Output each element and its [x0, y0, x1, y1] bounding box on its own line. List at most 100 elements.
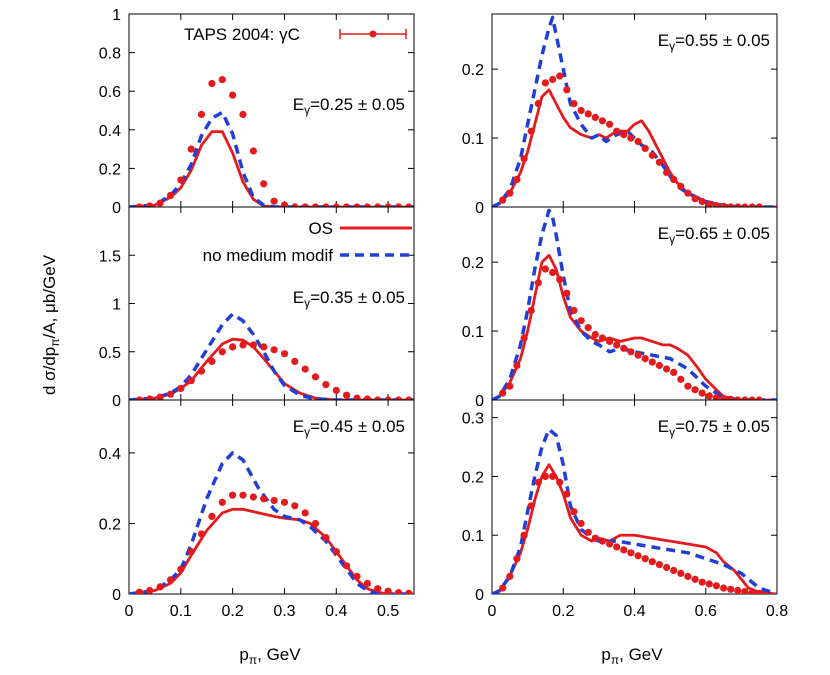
- data-point: [353, 203, 361, 207]
- data-point: [663, 168, 671, 177]
- data-point: [677, 569, 685, 578]
- data-point: [166, 390, 175, 398]
- data-point: [577, 106, 585, 115]
- data-point: [648, 151, 656, 159]
- data-point: [549, 268, 557, 277]
- data-point: [727, 203, 735, 207]
- y-tick-label: 0.2: [462, 469, 484, 486]
- data-point: [146, 586, 154, 594]
- data-point: [705, 392, 713, 400]
- data-point: [499, 584, 507, 592]
- data-point: [655, 361, 664, 370]
- data-point: [343, 203, 351, 207]
- plot-area: [492, 15, 777, 207]
- data-point: [670, 566, 678, 575]
- x-tick-label: 0.3: [273, 603, 295, 620]
- data-point: [177, 176, 185, 184]
- data-point: [499, 196, 507, 204]
- data-point: [332, 386, 340, 394]
- data-point: [363, 395, 371, 400]
- data-point: [384, 396, 392, 400]
- data-point: [741, 588, 749, 594]
- x-tick-label: 0.2: [222, 603, 244, 620]
- data-point: [270, 496, 278, 505]
- data-point: [712, 394, 720, 400]
- y-tick-label: 0.8: [99, 46, 121, 63]
- data-point: [527, 306, 535, 314]
- plot-area: [492, 427, 777, 594]
- data-point: [405, 589, 413, 594]
- data-point: [641, 355, 649, 363]
- x-tick-label: 0: [488, 603, 497, 620]
- y-tick-label: 0.1: [462, 131, 484, 148]
- data-point: [239, 491, 247, 499]
- data-point: [520, 334, 528, 342]
- data-point: [712, 582, 721, 590]
- data-point: [197, 110, 206, 118]
- data-point: [374, 203, 382, 207]
- data-point: [291, 357, 299, 365]
- data-point: [332, 203, 340, 207]
- data-point: [598, 537, 607, 545]
- data-point: [343, 391, 351, 399]
- series-nomod-line: [129, 110, 414, 207]
- data-point: [541, 79, 550, 87]
- data-point: [506, 382, 514, 390]
- data-point: [705, 200, 713, 207]
- x-tick-label: 0.5: [377, 603, 399, 620]
- y-tick-label: 1.5: [99, 248, 121, 265]
- data-point: [677, 182, 685, 190]
- data-point: [301, 203, 309, 207]
- data-point: [613, 543, 621, 551]
- panel-frame: [128, 399, 415, 595]
- series-os-line: [129, 507, 414, 594]
- data-point: [684, 572, 692, 581]
- data-point: [727, 395, 735, 400]
- y-tick-label: 1: [112, 297, 121, 314]
- data-point: [311, 519, 320, 528]
- data-point: [135, 203, 143, 207]
- data-point: [156, 199, 164, 207]
- data-point: [755, 203, 763, 207]
- data-point: [712, 202, 720, 207]
- y-tick-label: 0.6: [99, 84, 121, 101]
- data-point: [741, 203, 749, 207]
- data-point: [598, 334, 607, 342]
- y-tick-label: 0.1: [462, 528, 484, 545]
- data-point: [727, 585, 735, 593]
- x-tick-label: 0: [125, 603, 134, 620]
- legend-nomod-label: no medium modif: [203, 246, 334, 265]
- data-point: [187, 377, 195, 385]
- data-point: [208, 79, 216, 88]
- data-point: [570, 508, 578, 516]
- data-point: [663, 365, 671, 373]
- data-point: [648, 358, 656, 366]
- data-point: [734, 203, 742, 207]
- data-point: [239, 110, 247, 118]
- data-point: [677, 375, 685, 383]
- data-point: [591, 113, 599, 121]
- data-point: [534, 279, 542, 287]
- data-point: [322, 381, 330, 389]
- data-point: [208, 357, 216, 365]
- energy-label: Eγ=0.75 ± 0.05: [658, 417, 770, 439]
- data-point: [229, 91, 237, 99]
- data-point: [260, 343, 268, 351]
- data-point: [229, 491, 237, 499]
- panel-2: 0 0.5 1 1.5 Eγ=0.35 ± 0.05: [99, 206, 415, 410]
- data-point: [280, 201, 289, 207]
- data-point: [584, 528, 592, 536]
- x-tick-label: 0.4: [325, 603, 347, 620]
- data-point: [343, 562, 351, 570]
- data-point: [322, 203, 330, 207]
- data-point: [166, 191, 175, 199]
- data-point: [549, 472, 557, 480]
- y-tick-label: 0: [112, 200, 121, 217]
- legend-os-label: OS: [308, 219, 333, 238]
- data-point: [394, 396, 403, 400]
- data-point: [260, 180, 268, 188]
- data-point: [591, 534, 599, 542]
- data-point: [734, 396, 742, 400]
- data-point: [291, 502, 299, 510]
- data-point: [239, 341, 247, 349]
